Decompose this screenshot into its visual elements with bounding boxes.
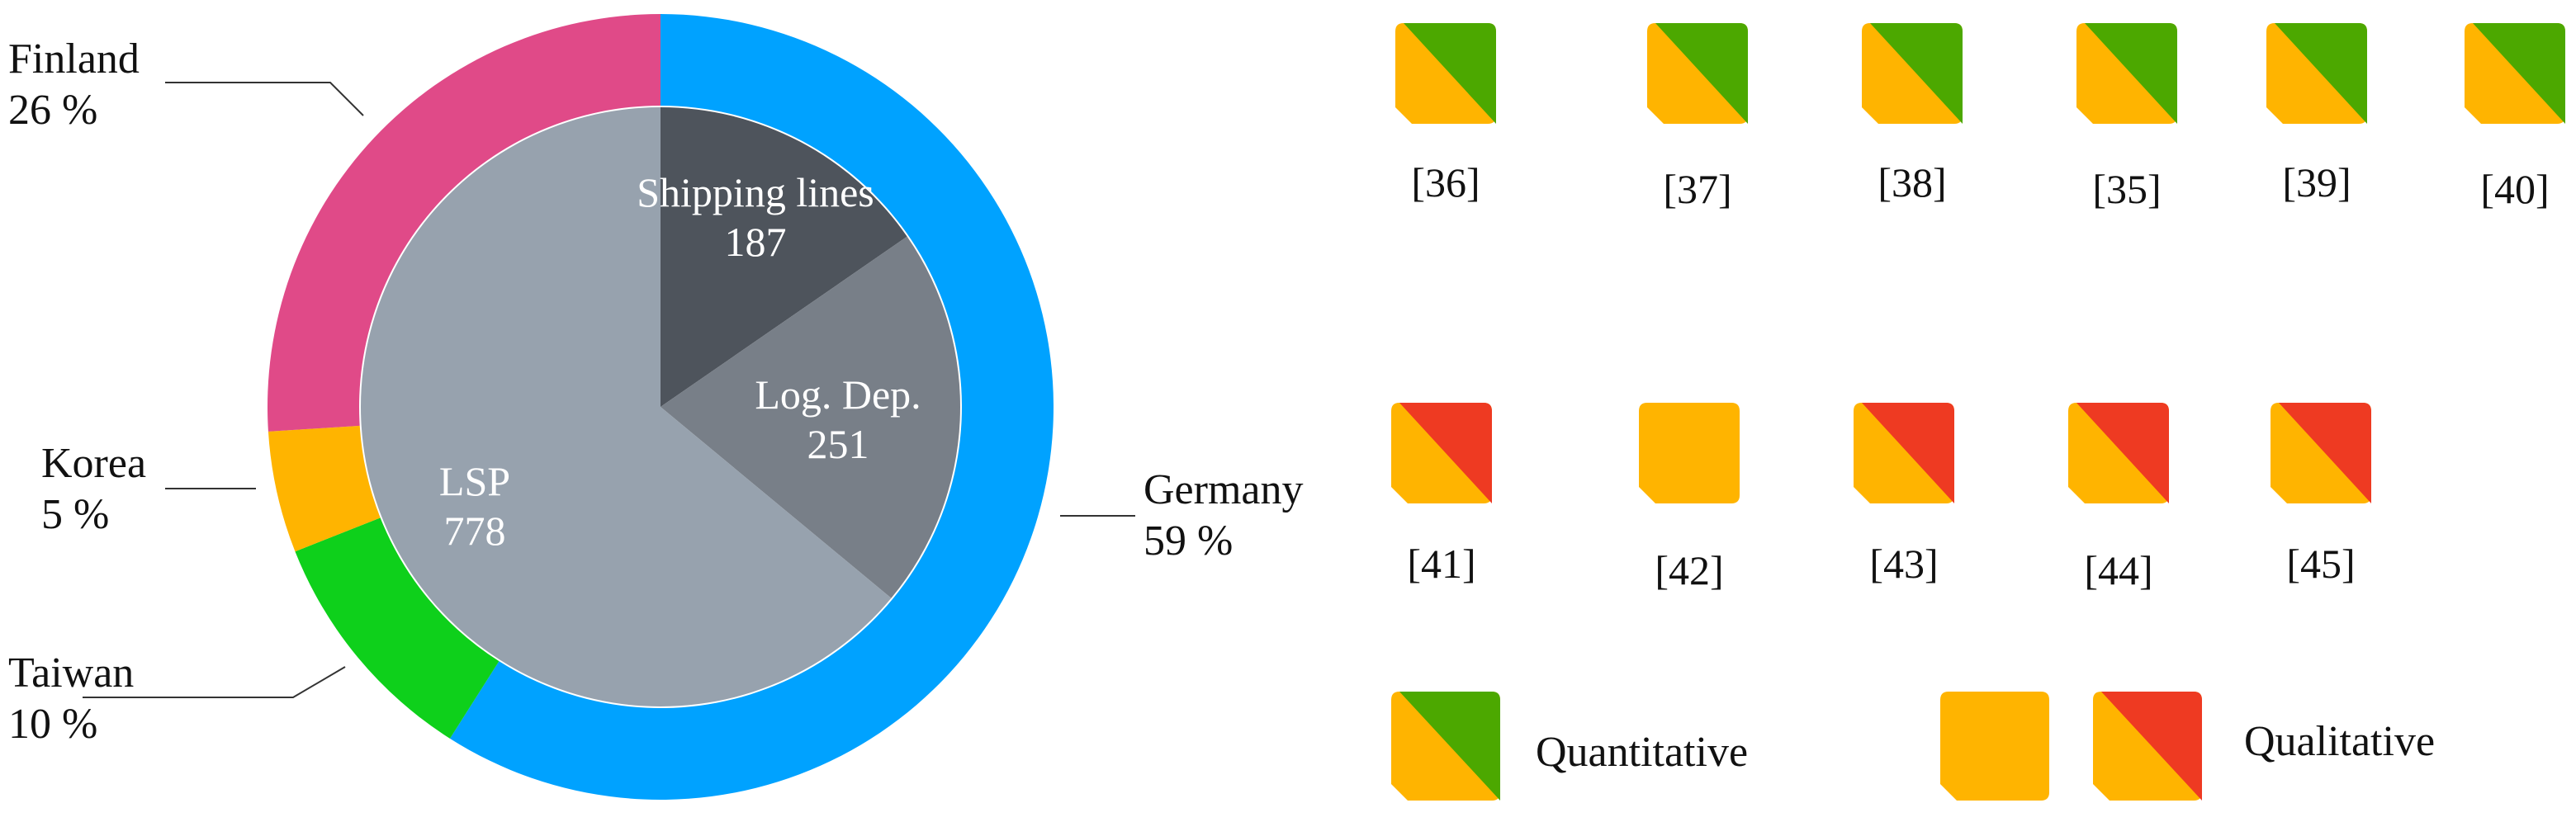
- ref-icon-quantitative-37: [1647, 23, 1748, 124]
- legend-label-qualitative: Qualitative: [2244, 718, 2435, 765]
- ref-icon-qualitative-43: [1854, 403, 1954, 503]
- ring-value-germany: 59 %: [1144, 517, 1233, 565]
- inner-value-lsp: 778: [444, 508, 506, 554]
- ref-label-37: [37]: [1663, 166, 1731, 212]
- inner-value-shipping-lines: 187: [725, 219, 787, 265]
- ref-label-36: [36]: [1411, 159, 1480, 206]
- legend-icon-qualitative-plain: [1940, 692, 2049, 801]
- leader-line-finland: [165, 82, 364, 116]
- ring-slice-germany: [449, 14, 1054, 800]
- ref-label-35: [35]: [2092, 166, 2161, 212]
- ref-label-45: [45]: [2286, 541, 2355, 587]
- ref-icon-qualitative-plain-42: [1639, 403, 1740, 503]
- ref-icon-quantitative-40: [2465, 23, 2565, 124]
- inner-label-log-dep: Log. Dep.: [755, 371, 921, 418]
- ring-label-korea: Korea: [41, 440, 146, 487]
- outer-ring: [268, 14, 1054, 800]
- ref-icon-quantitative-36: [1395, 23, 1496, 124]
- ref-label-40: [40]: [2480, 166, 2549, 212]
- inner-slice-log-dep: [661, 236, 960, 598]
- ring-value-korea: 5 %: [41, 491, 109, 538]
- ref-icon-qualitative-45: [2271, 403, 2371, 503]
- legend-icon-qualitative: [2093, 692, 2202, 801]
- legend-icon-quantitative: [1391, 692, 1500, 801]
- ref-label-43: [43]: [1869, 541, 1938, 587]
- leader-line-taiwan: [83, 666, 346, 698]
- ref-icon-qualitative-41: [1391, 403, 1492, 503]
- reference-grid: [36] [37] [38] [35] [39] [40] [41] [42] [43] [44]…: [1391, 23, 2565, 593]
- ref-label-41: [41]: [1407, 541, 1475, 587]
- inner-pie: [361, 107, 960, 707]
- ref-label-38: [38]: [1878, 159, 1946, 206]
- legend: Quantitative Qualitative: [1391, 692, 2435, 801]
- ring-label-finland: Finland: [8, 35, 140, 83]
- ring-label-germany: Germany: [1144, 466, 1303, 513]
- ring-label-taiwan: Taiwan: [8, 650, 134, 697]
- ring-slice-korea: [268, 425, 381, 552]
- ring-slice-finland: [268, 14, 661, 432]
- ring-value-taiwan: 10 %: [8, 701, 97, 748]
- inner-label-lsp: LSP: [439, 458, 510, 504]
- ref-icon-quantitative-39: [2266, 23, 2367, 124]
- ref-label-42: [42]: [1655, 547, 1723, 593]
- ref-icon-qualitative-44: [2068, 403, 2169, 503]
- ring-slice-taiwan: [295, 517, 500, 739]
- ref-icon-quantitative-35: [2076, 23, 2177, 124]
- legend-label-quantitative: Quantitative: [1536, 729, 1748, 776]
- inner-value-log-dep: 251: [807, 421, 869, 467]
- ref-label-44: [44]: [2084, 547, 2152, 593]
- inner-slice-lsp: [361, 107, 892, 707]
- inner-slice-shipping-lines: [661, 107, 907, 407]
- inner-label-shipping-lines: Shipping lines: [637, 169, 874, 215]
- ref-icon-quantitative-38: [1862, 23, 1963, 124]
- ring-value-finland: 26 %: [8, 87, 97, 134]
- ref-label-39: [39]: [2282, 159, 2351, 206]
